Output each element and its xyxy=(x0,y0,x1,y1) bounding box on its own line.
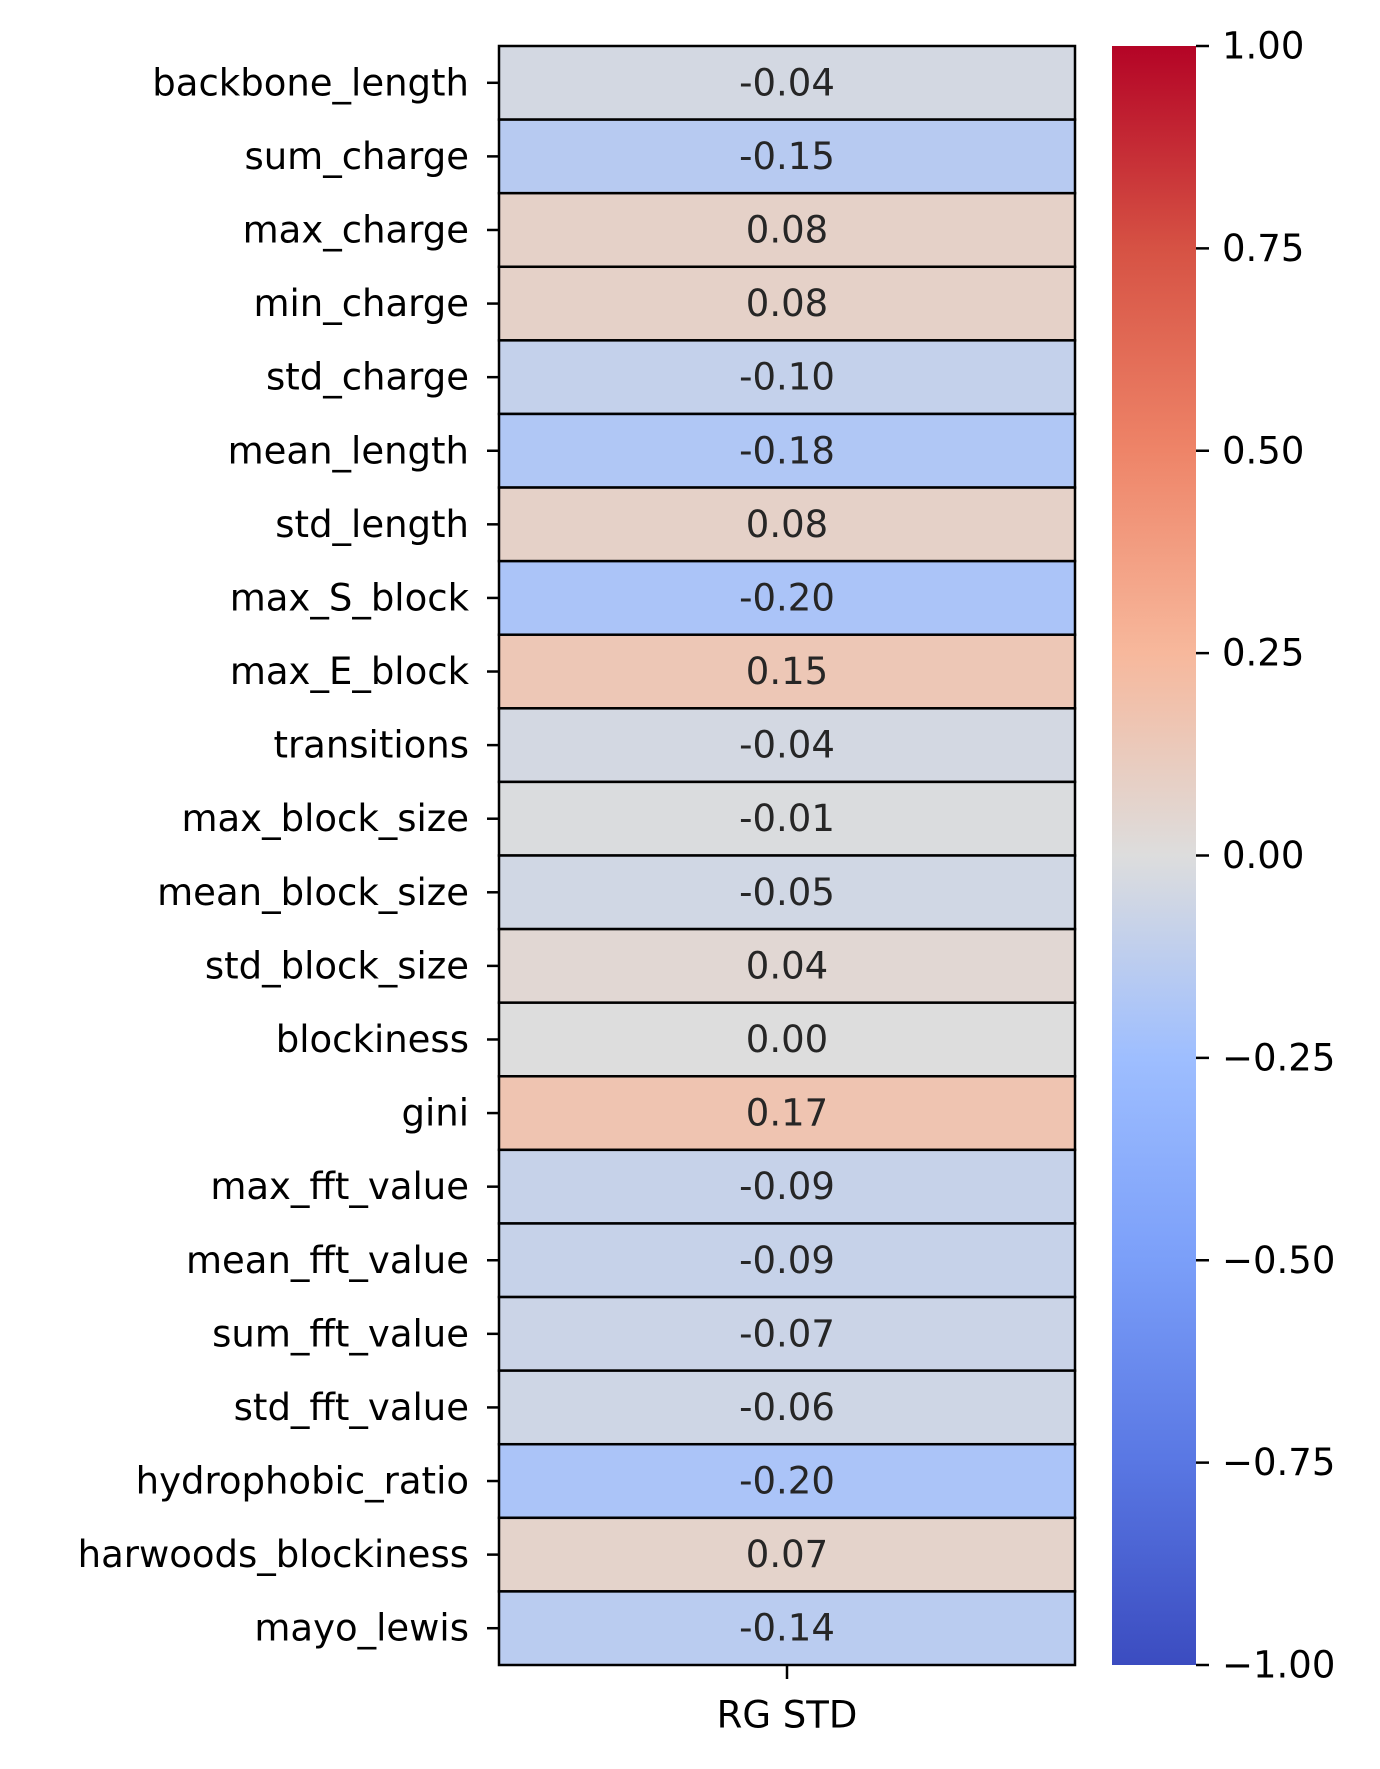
cell-value-label: -0.04 xyxy=(739,61,835,104)
row-tick-label: std_length xyxy=(275,503,469,546)
cell-value-label: 0.08 xyxy=(746,503,828,546)
cell-value-label: -0.07 xyxy=(739,1312,835,1355)
row-tick-label: max_charge xyxy=(243,208,469,251)
heatmap-cell xyxy=(497,44,1077,121)
cell-value-label: -0.14 xyxy=(739,1607,835,1650)
colorbar-tick-label: 0.00 xyxy=(1222,834,1304,877)
row-tick-label: max_block_size xyxy=(181,797,469,840)
row-tick-label: harwoods_blockiness xyxy=(78,1533,469,1576)
cell-value-label: 0.04 xyxy=(746,944,828,987)
cell-value-label: -0.06 xyxy=(739,1386,835,1429)
heatmap-cell xyxy=(497,707,1077,784)
heatmap-cell xyxy=(497,1516,1077,1593)
colorbar-tick-label: −1.00 xyxy=(1222,1644,1335,1687)
row-tick-label: mean_block_size xyxy=(157,871,469,914)
colorbar-tick-label: 0.25 xyxy=(1222,632,1304,675)
row-tick-label: std_fft_value xyxy=(234,1386,469,1429)
column-axis: RG STD xyxy=(717,1665,858,1737)
row-tick-label: sum_charge xyxy=(244,135,469,178)
heatmap-cell xyxy=(497,1001,1077,1078)
cell-value-label: 0.00 xyxy=(746,1018,828,1061)
colorbar-tick-label: 0.75 xyxy=(1222,227,1304,270)
cell-value-label: -0.18 xyxy=(739,429,835,472)
heatmap-cell xyxy=(497,1590,1077,1667)
cell-value-label: -0.20 xyxy=(739,576,835,619)
heatmap-cell xyxy=(497,854,1077,931)
cell-value-label: -0.09 xyxy=(739,1239,835,1282)
row-tick-label: max_fft_value xyxy=(210,1165,469,1208)
colorbar-gradient xyxy=(1112,46,1196,1665)
colorbar-tick-label: −0.75 xyxy=(1222,1441,1335,1484)
cell-value-label: 0.17 xyxy=(746,1092,828,1135)
cell-value-label: 0.08 xyxy=(746,282,828,325)
cell-value-label: -0.10 xyxy=(739,356,835,399)
row-tick-label: mean_length xyxy=(228,429,469,472)
row-tick-label: mayo_lewis xyxy=(254,1607,469,1650)
colorbar-tick-label: 0.50 xyxy=(1222,429,1304,472)
cell-value-label: 0.07 xyxy=(746,1533,828,1576)
row-tick-label: blockiness xyxy=(276,1018,469,1061)
row-tick-label: std_block_size xyxy=(205,944,469,987)
cell-value-label: -0.15 xyxy=(739,135,835,178)
colorbar-tick-label: −0.50 xyxy=(1222,1239,1335,1282)
row-tick-label: gini xyxy=(402,1092,470,1135)
row-tick-label: std_charge xyxy=(266,356,469,399)
heatmap-cell xyxy=(497,118,1077,195)
colorbar-axis: 1.00 0.75 0.50 0.25 0.00 −0.25 −0.50 −0.75 −1.00 xyxy=(1196,25,1335,1687)
row-tick-label: max_E_block xyxy=(230,650,470,693)
column-tick-label: RG STD xyxy=(717,1694,858,1737)
row-tick-label: hydrophobic_ratio xyxy=(136,1460,469,1503)
colorbar-tick-label: −0.25 xyxy=(1222,1036,1335,1079)
heatmap-cell xyxy=(497,191,1077,269)
cell-value-label: -0.05 xyxy=(739,871,835,914)
cell-value-label: 0.15 xyxy=(746,650,828,693)
row-tick-label: min_charge xyxy=(253,282,469,325)
row-tick-label: backbone_length xyxy=(152,61,469,104)
cell-value-label: -0.01 xyxy=(739,797,835,840)
colorbar xyxy=(1112,46,1196,1665)
colorbar-tick-label: 1.00 xyxy=(1222,25,1304,68)
row-tick-label: mean_fft_value xyxy=(186,1239,469,1282)
heatmap-cell xyxy=(497,1369,1077,1446)
row-tick-label: max_S_block xyxy=(230,576,470,619)
heatmap-cell xyxy=(497,1442,1077,1520)
heatmap-cells: -0.04 -0.15 0.08 0.08 -0.10 -0.18 0.08 -0.20 0.1… xyxy=(497,44,1077,1667)
cell-value-label: -0.09 xyxy=(739,1165,835,1208)
cell-value-label: -0.20 xyxy=(739,1460,835,1503)
cell-value-label: -0.04 xyxy=(739,724,835,767)
row-tick-label: transitions xyxy=(273,724,469,767)
row-tick-label: sum_fft_value xyxy=(212,1312,469,1355)
cell-value-label: 0.08 xyxy=(746,208,828,251)
row-axis: backbone_length sum_charge max_charge min_c… xyxy=(78,61,499,1650)
